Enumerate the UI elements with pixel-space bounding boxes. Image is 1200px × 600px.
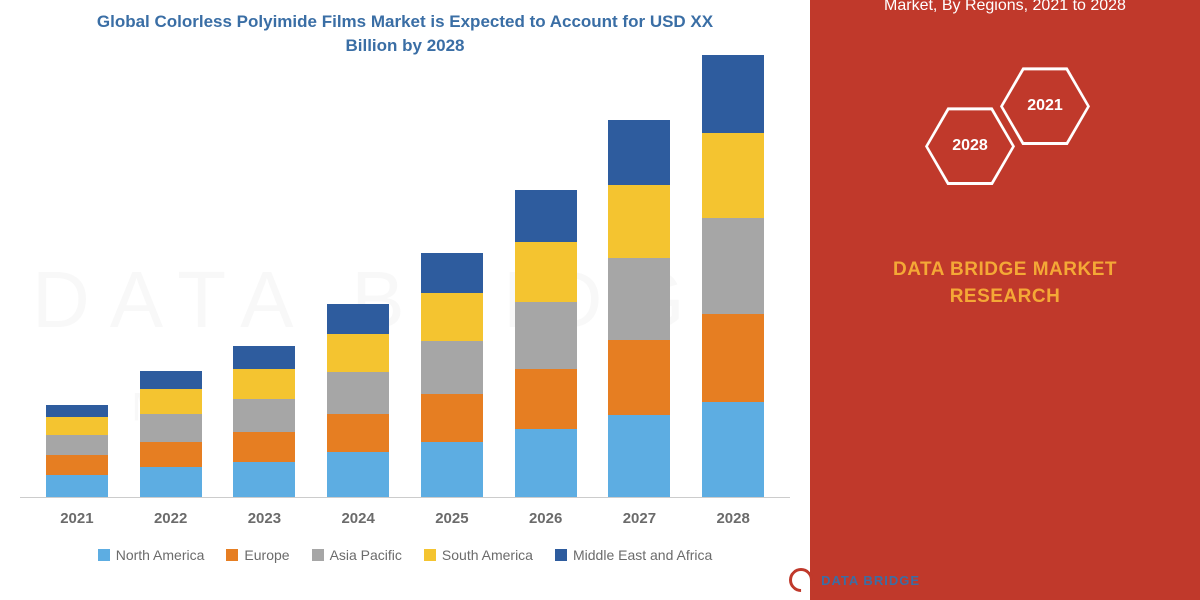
bar-segment bbox=[421, 341, 483, 394]
bar-stack bbox=[702, 55, 764, 497]
x-axis-label: 2021 bbox=[37, 510, 117, 527]
right-panel-title: Market, By Regions, 2021 to 2028 bbox=[854, 0, 1156, 17]
legend-item: North America bbox=[98, 547, 205, 563]
bar-segment bbox=[515, 242, 577, 302]
brand-line2: RESEARCH bbox=[950, 286, 1061, 307]
bar-stack bbox=[327, 304, 389, 497]
bottom-logo-text: DATA BRIDGE bbox=[821, 573, 920, 588]
legend-item: Asia Pacific bbox=[312, 547, 402, 563]
legend-label: Asia Pacific bbox=[330, 547, 402, 563]
bar-segment bbox=[233, 462, 295, 497]
legend-label: South America bbox=[442, 547, 533, 563]
bar-segment bbox=[702, 218, 764, 314]
bar-segment bbox=[421, 253, 483, 293]
hexagon-graphic: 2021 2028 bbox=[905, 57, 1105, 217]
bar-segment bbox=[327, 452, 389, 497]
brand-name: DATA BRIDGE MARKET RESEARCH bbox=[893, 257, 1117, 310]
logo-mark-icon bbox=[784, 563, 818, 597]
legend-label: Middle East and Africa bbox=[573, 547, 712, 563]
bar-segment bbox=[421, 442, 483, 497]
bar-segment bbox=[233, 369, 295, 399]
hexagon-2028: 2028 bbox=[925, 107, 1015, 185]
bar-segment bbox=[327, 304, 389, 334]
stacked-bar-chart bbox=[20, 78, 790, 498]
legend-swatch-icon bbox=[424, 549, 436, 561]
bar-segment bbox=[515, 302, 577, 369]
bar-stack bbox=[46, 405, 108, 497]
x-axis-label: 2023 bbox=[224, 510, 304, 527]
x-axis-label: 2025 bbox=[412, 510, 492, 527]
bar-segment bbox=[46, 435, 108, 455]
legend-item: Europe bbox=[226, 547, 289, 563]
bar-segment bbox=[46, 417, 108, 435]
bar-segment bbox=[327, 414, 389, 452]
bar-stack bbox=[140, 371, 202, 497]
hexagon-2021-label: 2021 bbox=[1003, 70, 1087, 142]
legend-item: South America bbox=[424, 547, 533, 563]
legend-label: Europe bbox=[244, 547, 289, 563]
chart-legend: North America Europe Asia Pacific South Ame… bbox=[20, 547, 790, 563]
legend-swatch-icon bbox=[312, 549, 324, 561]
x-axis-label: 2027 bbox=[599, 510, 679, 527]
bottom-logo: DATA BRIDGE bbox=[789, 568, 920, 592]
bar-segment bbox=[515, 429, 577, 497]
x-axis-labels: 2021 2022 2023 2024 2025 2026 2027 2028 bbox=[20, 498, 790, 527]
bar-segment bbox=[140, 442, 202, 467]
info-panel: Market, By Regions, 2021 to 2028 2021 20… bbox=[810, 0, 1200, 600]
bar-segment bbox=[702, 133, 764, 218]
bar-segment bbox=[608, 340, 670, 415]
x-axis-label: 2028 bbox=[693, 510, 773, 527]
bar-segment bbox=[608, 258, 670, 340]
brand-line1: DATA BRIDGE MARKET bbox=[893, 259, 1117, 280]
bar-segment bbox=[702, 314, 764, 402]
bar-group bbox=[37, 405, 117, 497]
chart-panel: DATA BRIDGE M A R K E T Global Colorless… bbox=[0, 0, 810, 600]
bar-segment bbox=[515, 190, 577, 242]
bar-segment bbox=[608, 415, 670, 497]
bar-group bbox=[131, 371, 211, 497]
x-axis-label: 2022 bbox=[131, 510, 211, 527]
chart-title: Global Colorless Polyimide Films Market … bbox=[20, 10, 790, 58]
bar-segment bbox=[702, 55, 764, 133]
bar-group bbox=[693, 55, 773, 497]
bar-segment bbox=[515, 369, 577, 429]
bar-segment bbox=[233, 346, 295, 369]
bar-group bbox=[412, 253, 492, 497]
main-container: DATA BRIDGE M A R K E T Global Colorless… bbox=[0, 0, 1200, 600]
hexagon-2028-label: 2028 bbox=[928, 110, 1012, 182]
bar-segment bbox=[233, 432, 295, 462]
bar-segment bbox=[608, 185, 670, 258]
bar-group bbox=[318, 304, 398, 497]
legend-item: Middle East and Africa bbox=[555, 547, 712, 563]
bar-segment bbox=[421, 293, 483, 341]
bar-stack bbox=[608, 120, 670, 497]
bar-segment bbox=[46, 405, 108, 417]
bar-segment bbox=[702, 402, 764, 497]
legend-label: North America bbox=[116, 547, 205, 563]
bar-stack bbox=[233, 346, 295, 497]
hexagon-2021: 2021 bbox=[1000, 67, 1090, 145]
legend-swatch-icon bbox=[98, 549, 110, 561]
bar-segment bbox=[140, 414, 202, 442]
bar-stack bbox=[515, 190, 577, 497]
bar-segment bbox=[327, 334, 389, 372]
bar-segment bbox=[46, 455, 108, 475]
bar-group bbox=[506, 190, 586, 497]
bar-segment bbox=[233, 399, 295, 432]
bar-segment bbox=[327, 372, 389, 414]
bar-segment bbox=[140, 467, 202, 497]
bar-segment bbox=[140, 389, 202, 414]
x-axis-label: 2024 bbox=[318, 510, 398, 527]
legend-swatch-icon bbox=[555, 549, 567, 561]
bar-stack bbox=[421, 253, 483, 497]
bar-group bbox=[599, 120, 679, 497]
bar-segment bbox=[46, 475, 108, 497]
bar-segment bbox=[140, 371, 202, 389]
bar-group bbox=[224, 346, 304, 497]
bar-segment bbox=[608, 120, 670, 185]
x-axis-label: 2026 bbox=[506, 510, 586, 527]
bar-segment bbox=[421, 394, 483, 442]
legend-swatch-icon bbox=[226, 549, 238, 561]
